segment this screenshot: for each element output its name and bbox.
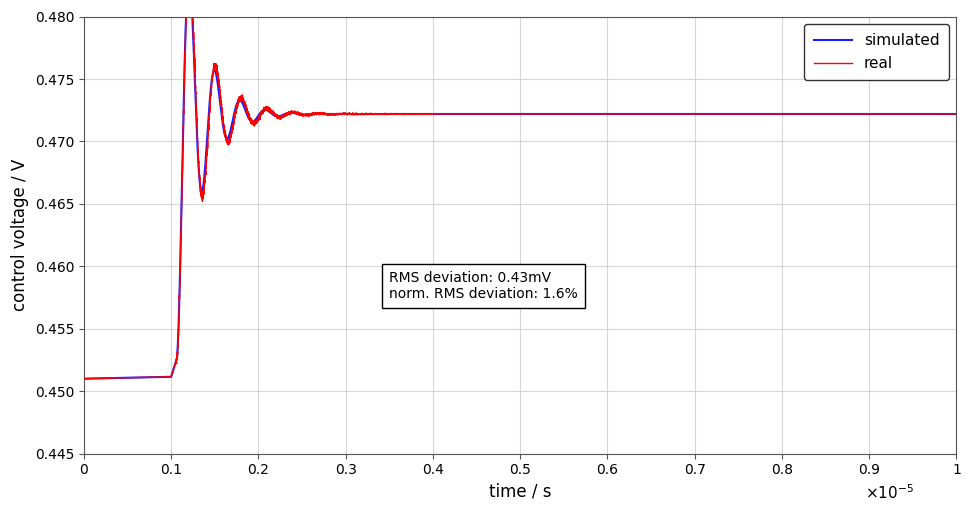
X-axis label: time / s: time / s <box>489 483 551 501</box>
simulated <box>951 111 962 117</box>
real <box>905 111 917 117</box>
real <box>130 374 142 380</box>
real <box>951 111 962 117</box>
simulated <box>905 111 917 117</box>
real <box>114 375 125 381</box>
real <box>504 111 516 117</box>
simulated <box>130 374 142 380</box>
Legend: simulated, real: simulated, real <box>805 24 949 80</box>
simulated <box>504 111 516 117</box>
simulated <box>78 376 89 382</box>
simulated <box>249 117 260 123</box>
real <box>249 118 260 124</box>
Y-axis label: control voltage / V: control voltage / V <box>11 159 29 311</box>
Line: real: real <box>84 0 956 379</box>
Text: $\times10^{-5}$: $\times10^{-5}$ <box>865 483 914 502</box>
simulated <box>114 375 125 381</box>
real <box>82 375 93 381</box>
Text: RMS deviation: 0.43mV
norm. RMS deviation: 1.6%: RMS deviation: 0.43mV norm. RMS deviatio… <box>389 271 578 301</box>
Line: simulated: simulated <box>84 0 956 379</box>
real <box>78 376 89 382</box>
simulated <box>82 375 93 381</box>
